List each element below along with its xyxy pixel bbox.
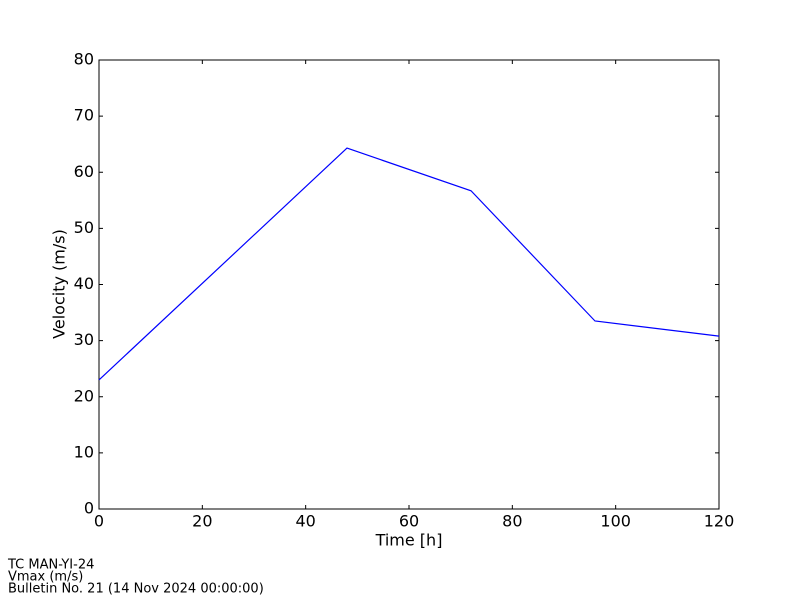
data-line [98, 147, 720, 381]
y-tick-label: 40 [74, 274, 94, 293]
x-tick-label: 0 [94, 512, 104, 531]
y-tick-label: 30 [74, 330, 94, 349]
y-tick-label: 50 [74, 218, 94, 237]
x-tick-label: 80 [502, 512, 522, 531]
x-tick-label: 120 [704, 512, 735, 531]
y-tick-label: 80 [74, 50, 94, 69]
x-axis-label: Time [h] [375, 531, 443, 550]
y-tick-label: 60 [74, 162, 94, 181]
y-tick-label: 10 [74, 442, 94, 461]
y-tick-label: 20 [74, 386, 94, 405]
footer-note: Bulletin No. 21 (14 Nov 2024 00:00:00) [8, 582, 264, 597]
y-tick-label: 0 [84, 499, 94, 518]
footer-note: TC MAN-YI-24 [7, 558, 94, 573]
plot-frame [98, 59, 720, 510]
y-tick-label: 70 [74, 106, 94, 125]
y-axis-label: Velocity (m/s) [50, 229, 69, 339]
x-tick-label: 60 [399, 512, 419, 531]
x-tick-label: 20 [192, 512, 212, 531]
x-tick-label: 40 [295, 512, 315, 531]
x-tick-label: 100 [600, 512, 631, 531]
footer-note: Vmax (m/s) [8, 570, 83, 585]
